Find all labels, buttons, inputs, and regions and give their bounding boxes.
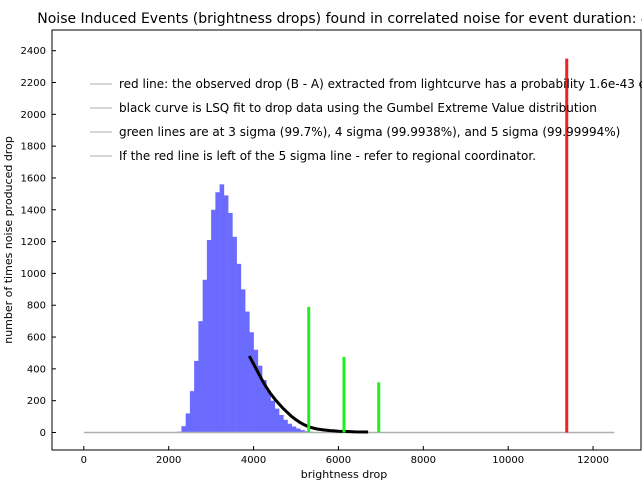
legend-entry: red line: the observed drop (B - A) extr… — [119, 77, 642, 91]
fit-curve — [247, 355, 369, 434]
histogram-bar — [279, 415, 284, 433]
histogram — [177, 184, 322, 433]
histogram-bar — [257, 365, 263, 433]
histogram-bar — [185, 413, 191, 433]
histogram-bar — [189, 391, 195, 433]
histogram-bar — [232, 236, 237, 433]
histogram-bar — [219, 184, 225, 433]
y-tick-label: 200 — [27, 396, 46, 407]
x-tick-label: 6000 — [326, 455, 351, 466]
histogram-bar — [287, 423, 293, 433]
histogram-bar — [198, 321, 203, 433]
histogram-bar — [206, 240, 212, 433]
legend-entry: If the red line is left of the 5 sigma l… — [119, 149, 536, 163]
histogram-bar — [211, 209, 216, 433]
histogram-bar — [236, 263, 242, 433]
histogram-bar — [240, 289, 246, 433]
y-tick-label: 1000 — [21, 269, 46, 280]
y-tick-label: 800 — [27, 301, 46, 312]
y-tick-label: 400 — [27, 364, 46, 375]
legend-entry: green lines are at 3 sigma (99.7%), 4 si… — [119, 125, 620, 139]
y-tick-label: 1400 — [21, 205, 46, 216]
sigma-lines — [307, 306, 381, 433]
histogram-bar — [253, 349, 259, 433]
legend-entry: black curve is LSQ fit to drop data usin… — [119, 101, 597, 115]
legend: red line: the observed drop (B - A) extr… — [90, 77, 642, 163]
x-axis: 0 2000 4000 6000 8000 10000 12000 — [81, 446, 609, 466]
y-tick-label: 600 — [27, 333, 46, 344]
y-tick-label: 2200 — [21, 78, 46, 89]
histogram-bar — [291, 426, 297, 433]
histogram-bar — [223, 195, 229, 433]
y-tick-label: 2000 — [21, 110, 46, 121]
x-tick-label: 0 — [81, 455, 87, 466]
y-axis: 0 200 400 600 800 1000 1200 1400 1600 1800 2000 220… — [21, 46, 56, 439]
y-tick-label: 1200 — [21, 237, 46, 248]
x-axis-title: brightness drop — [301, 468, 388, 481]
histogram-bar — [300, 430, 305, 433]
histogram-bar — [228, 212, 233, 433]
histogram-bar — [274, 408, 280, 433]
x-tick-label: 12000 — [577, 455, 609, 466]
histogram-bar — [245, 311, 250, 433]
x-tick-label: 8000 — [411, 455, 436, 466]
histogram-bar — [194, 360, 199, 433]
y-tick-label: 1600 — [21, 173, 46, 184]
plot-frame — [51, 29, 642, 451]
histogram-bar — [249, 332, 254, 433]
x-tick-label: 2000 — [156, 455, 181, 466]
x-tick-label: 4000 — [241, 455, 266, 466]
y-tick-label: 2400 — [21, 46, 46, 57]
histogram-bar — [262, 380, 267, 433]
gumbel-fit-line — [247, 355, 369, 434]
y-tick-label: 1800 — [21, 142, 46, 153]
y-axis-title: number of times noise produced drop — [2, 136, 15, 344]
histogram-bar — [202, 279, 208, 433]
histogram-bar — [283, 419, 288, 433]
x-tick-label: 10000 — [492, 455, 524, 466]
histogram-bar — [266, 391, 271, 433]
histogram-bar — [181, 426, 186, 433]
chart-title: Noise Induced Events (brightness drops) … — [37, 11, 642, 27]
histogram-bar — [296, 428, 301, 433]
histogram-bar — [215, 192, 220, 433]
histogram-bar — [270, 400, 276, 433]
y-tick-label: 0 — [40, 428, 46, 439]
